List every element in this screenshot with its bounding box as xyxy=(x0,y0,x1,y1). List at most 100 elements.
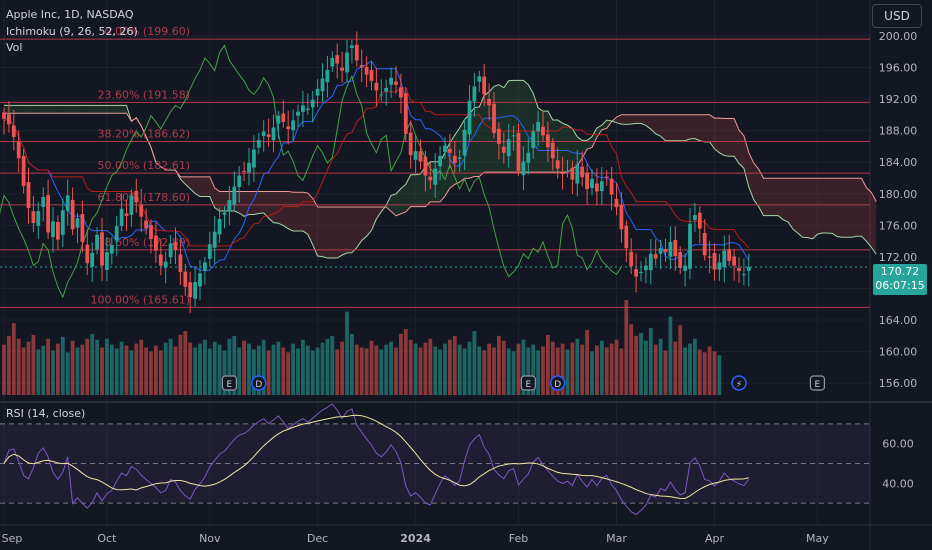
candle-body xyxy=(46,195,50,233)
dividend-marker[interactable] xyxy=(549,375,566,391)
volume-bar xyxy=(452,335,457,395)
volume-bar xyxy=(203,339,207,395)
volume-bar xyxy=(105,338,109,395)
lagging-span xyxy=(0,44,622,299)
earnings-marker[interactable] xyxy=(520,375,536,391)
volume-bar xyxy=(188,342,193,395)
earnings-marker[interactable] xyxy=(221,375,237,391)
cloud-segment-bearish xyxy=(327,207,333,259)
candle-body xyxy=(737,267,741,272)
volume-bar xyxy=(119,341,124,395)
candle-body xyxy=(149,225,153,239)
candle-body xyxy=(487,98,491,106)
last-price: 170.72 xyxy=(880,265,920,278)
price-tick-label: 180.00 xyxy=(879,188,918,201)
volume-bar xyxy=(408,339,413,395)
candle-body xyxy=(173,242,178,250)
volume-bar xyxy=(599,340,604,395)
candle-body xyxy=(163,261,168,268)
volume-bar xyxy=(129,350,134,395)
price-tick-label: 192.00 xyxy=(879,93,918,106)
candle-body xyxy=(614,198,619,208)
rsi-legend[interactable]: RSI (14, close) xyxy=(6,407,86,420)
candle-body xyxy=(452,155,457,163)
candle-body xyxy=(354,44,359,61)
volume-bar xyxy=(624,300,629,395)
candle-body xyxy=(707,256,712,258)
candle-body xyxy=(550,142,555,159)
candle-body xyxy=(531,131,536,149)
volume-bar xyxy=(271,344,276,395)
ichimoku-legend[interactable]: Ichimoku (9, 26, 52, 26) xyxy=(6,25,138,38)
cloud-segment-bearish xyxy=(739,129,744,169)
time-tick-label: 2024 xyxy=(400,532,431,545)
cloud-segment-bearish xyxy=(351,207,357,253)
cloud-segment-bullish xyxy=(415,173,421,207)
cloud-segment-bearish xyxy=(200,176,205,197)
volume-bar xyxy=(644,340,648,395)
candle-body xyxy=(702,232,707,256)
cloud-segment-bearish xyxy=(312,198,318,256)
cloud-segment-bullish xyxy=(8,105,14,114)
earnings-upcoming-marker[interactable] xyxy=(809,375,826,391)
volume-bar xyxy=(296,348,300,395)
currency-button[interactable]: USD xyxy=(872,4,922,28)
rsi-line xyxy=(3,403,750,516)
volume-bar xyxy=(320,342,325,395)
candle-body xyxy=(727,249,732,261)
candle-body xyxy=(619,204,624,230)
volume-bar xyxy=(501,340,506,395)
volume-bar xyxy=(266,350,271,395)
cloud-segment-bearish xyxy=(195,176,200,197)
cloud-segment-bearish xyxy=(322,207,328,259)
volume-bar xyxy=(301,339,305,395)
cloud-segment-bearish xyxy=(616,114,622,125)
cloud-segment-bearish xyxy=(258,191,264,214)
volume-bar xyxy=(354,344,359,395)
cloud-segment-bearish xyxy=(665,114,671,141)
price-tick-label: 172.00 xyxy=(879,251,918,264)
time-tick-label: Nov xyxy=(199,532,221,545)
time-tick-label: May xyxy=(806,532,829,545)
cloud-segment-bullish xyxy=(572,128,578,169)
cloud-segment-bullish xyxy=(38,105,44,114)
candle-body xyxy=(359,65,364,68)
candle-body xyxy=(340,67,344,71)
cloud-segment-bullish xyxy=(420,166,426,207)
earnings-label: E xyxy=(525,380,531,390)
cloud-segment-bullish xyxy=(102,105,107,114)
volume-bar xyxy=(16,338,21,395)
candle-body xyxy=(516,132,521,171)
cloud-segment-bearish xyxy=(204,176,210,197)
cloud-segment-bullish xyxy=(410,174,416,207)
volume-legend[interactable]: Vol xyxy=(6,41,23,54)
volume-bar xyxy=(232,335,237,395)
volume-bar xyxy=(389,341,393,395)
volume-bar xyxy=(516,343,521,395)
volume-bar xyxy=(702,352,707,395)
candle-body xyxy=(183,271,188,287)
cloud-segment-bullish xyxy=(72,105,78,114)
volume-bar xyxy=(46,338,50,395)
event-markers[interactable]: E D E D ⚡ E xyxy=(221,375,826,391)
split-marker[interactable] xyxy=(731,375,747,391)
candle-body xyxy=(301,105,305,112)
cloud-segment-bearish xyxy=(337,207,343,259)
volume-bar xyxy=(222,350,227,395)
candle-body xyxy=(663,248,668,253)
dividend-marker[interactable] xyxy=(251,375,267,391)
candle-body xyxy=(521,161,526,176)
cloud-segment-bearish xyxy=(621,114,627,125)
cloud-segment-bullish xyxy=(48,105,53,114)
cloud-segment-bearish xyxy=(724,118,730,157)
leading-span-b xyxy=(4,112,877,217)
volume-bar xyxy=(443,343,447,395)
fib-level-label: 61.80% (178.60) xyxy=(97,191,190,204)
volume-bar xyxy=(109,344,114,395)
candle-body xyxy=(109,245,114,254)
cloud-segment-bearish xyxy=(650,114,656,134)
cloud-segment-bearish xyxy=(268,191,274,223)
candle-body xyxy=(296,111,300,116)
volume-bar xyxy=(139,339,144,395)
